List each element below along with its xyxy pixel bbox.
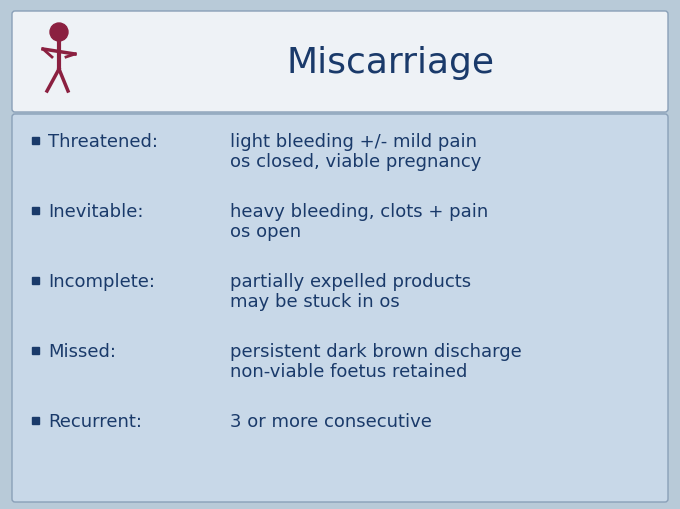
Text: Incomplete:: Incomplete:	[48, 272, 155, 291]
Bar	[32, 417, 39, 423]
Text: Recurrent:: Recurrent:	[48, 412, 142, 430]
Text: os closed, viable pregnancy: os closed, viable pregnancy	[230, 153, 481, 171]
Text: 3 or more consecutive: 3 or more consecutive	[230, 412, 432, 430]
Text: Threatened:: Threatened:	[48, 133, 158, 151]
Text: Missed:: Missed:	[48, 343, 116, 360]
Text: Inevitable:: Inevitable:	[48, 203, 143, 220]
Text: os open: os open	[230, 222, 301, 241]
Circle shape	[50, 24, 68, 42]
Text: non-viable foetus retained: non-viable foetus retained	[230, 362, 467, 380]
Text: light bleeding +/- mild pain: light bleeding +/- mild pain	[230, 133, 477, 151]
Text: persistent dark brown discharge: persistent dark brown discharge	[230, 343, 522, 360]
Bar	[32, 347, 39, 354]
Text: Miscarriage: Miscarriage	[286, 46, 494, 80]
Text: heavy bleeding, clots + pain: heavy bleeding, clots + pain	[230, 203, 488, 220]
FancyBboxPatch shape	[12, 12, 668, 113]
Bar	[32, 277, 39, 284]
Text: partially expelled products: partially expelled products	[230, 272, 471, 291]
Bar	[32, 137, 39, 144]
Bar	[32, 207, 39, 214]
Text: may be stuck in os: may be stuck in os	[230, 293, 400, 310]
FancyBboxPatch shape	[12, 115, 668, 502]
FancyBboxPatch shape	[21, 21, 98, 106]
